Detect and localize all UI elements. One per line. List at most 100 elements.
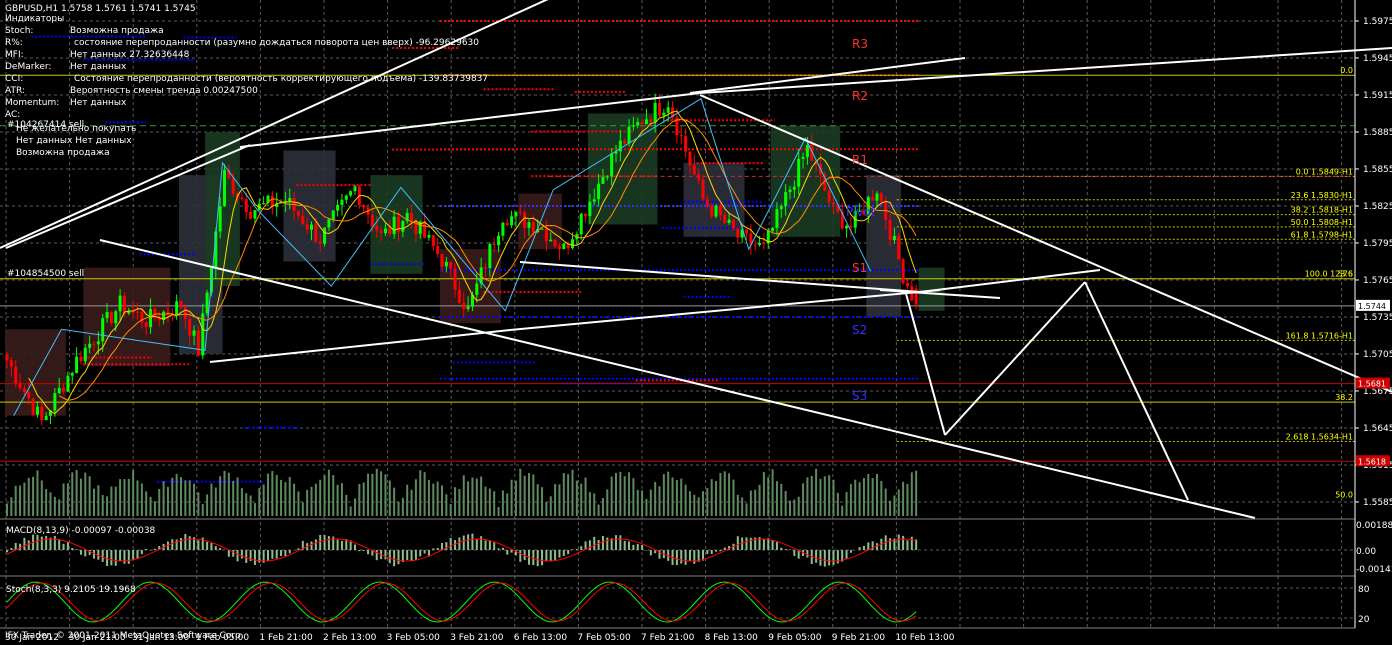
trendline — [509, 289, 941, 331]
pivot-label: S3 — [852, 389, 867, 403]
candle-body — [35, 406, 39, 415]
fib-label: 23.6 1.5830-H1 — [1291, 191, 1353, 200]
candle-body — [231, 177, 235, 194]
candle-body — [201, 313, 205, 356]
candle-body — [879, 193, 883, 202]
pivot-label: Pivot — [846, 205, 876, 219]
stoch-panel — [0, 581, 1355, 629]
candle-body — [440, 254, 444, 267]
indicators-title: Индикаторы — [5, 14, 65, 24]
indicator-value: Нет данных — [70, 98, 127, 108]
candle-body — [149, 309, 153, 328]
candle-body — [623, 140, 627, 144]
candle-body — [405, 212, 409, 222]
candle-body — [53, 393, 57, 411]
candle-body — [540, 228, 544, 230]
candle-body — [370, 214, 374, 226]
candle-body — [836, 204, 840, 212]
candle-body — [449, 261, 453, 269]
candle-body — [740, 229, 744, 238]
order-zone — [370, 175, 423, 274]
indicator-value: состояние перепроданности (разумно дожда… — [74, 38, 479, 48]
trendline — [699, 94, 1392, 393]
order-zone — [5, 329, 66, 416]
fib-label: 0.0 — [1340, 66, 1353, 75]
candle-body — [257, 203, 261, 211]
trendline — [0, 0, 549, 249]
candle-body — [666, 107, 670, 113]
candle-body — [31, 398, 35, 415]
candle-body — [397, 216, 400, 232]
candle-body — [166, 311, 170, 314]
candle-body — [679, 135, 683, 137]
candle-body — [627, 126, 631, 144]
candle-body — [310, 224, 313, 230]
indicator-value: Вероятность смены тренда 0.00247500 — [70, 86, 258, 96]
candle-body — [122, 295, 126, 314]
pivot-label: R3 — [852, 37, 868, 51]
candle-body — [323, 227, 327, 244]
indicator-name: MFI: — [5, 50, 24, 60]
candle-body — [501, 222, 505, 236]
symbol-line: GBPUSD,H1 1.5758 1.5761 1.5741 1.5745 — [5, 4, 196, 14]
candle-body — [832, 202, 835, 205]
candle-body — [18, 383, 22, 389]
indicator-value: Нет данных 27.32636448 — [70, 50, 190, 60]
candle-body — [901, 259, 905, 283]
candle-body — [240, 197, 244, 200]
candle-body — [562, 243, 566, 250]
candle-body — [362, 205, 366, 208]
candle-body — [353, 186, 357, 192]
candle-body — [375, 225, 379, 231]
candle-body — [731, 219, 735, 229]
candle-body — [144, 322, 148, 328]
ma-slow-line — [58, 118, 917, 401]
candle-body — [466, 306, 470, 309]
candle-body — [183, 307, 187, 320]
indicator-name: R%: — [5, 38, 23, 48]
candle-body — [771, 228, 775, 231]
fib-label: 161.8 1.5716-H1 — [1286, 331, 1353, 340]
price-tick-label: 1.5885 — [1363, 128, 1392, 138]
candle-body — [340, 199, 344, 205]
candle-body — [88, 343, 92, 348]
indicator-value: Возможна продажа — [70, 26, 164, 36]
candle-body — [701, 179, 705, 200]
time-tick-label: 31 Jan 13:00 — [132, 633, 189, 643]
candle-body — [79, 356, 83, 362]
candle-body — [444, 261, 448, 267]
candle-body — [579, 213, 583, 235]
candle-body — [383, 228, 387, 234]
fib-label: 38.2 1.5818-H1 — [1291, 206, 1353, 215]
candle-body — [597, 183, 601, 200]
candle-body — [614, 151, 618, 154]
candle-body — [588, 201, 592, 217]
macd-panel — [0, 518, 1355, 577]
candle-body — [418, 221, 422, 234]
trendline — [99, 239, 1256, 519]
candle-body — [544, 228, 548, 242]
candle-body — [253, 210, 257, 219]
candle-body — [22, 388, 26, 393]
price-badge — [1356, 377, 1390, 389]
stoch-d-line — [6, 582, 917, 622]
candle-body — [714, 205, 718, 217]
candle-body — [871, 197, 875, 201]
candle-body — [109, 312, 113, 324]
candle-body — [801, 157, 805, 159]
candle-body — [888, 219, 892, 241]
order-label: #104854500 sell — [7, 269, 84, 279]
trendline — [519, 261, 921, 293]
candle-body — [527, 222, 531, 228]
candle-body — [762, 243, 766, 245]
trendlines — [0, 0, 1392, 519]
candle-body — [875, 193, 879, 201]
candle-body — [557, 246, 561, 250]
candle-body — [723, 215, 727, 223]
candle-body — [758, 243, 762, 246]
time-tick-label: 1 Feb 05:00 — [196, 633, 250, 643]
trendline — [699, 47, 1392, 94]
trendline — [1084, 281, 1189, 501]
price-badge-label: 1.5744 — [1358, 302, 1386, 311]
